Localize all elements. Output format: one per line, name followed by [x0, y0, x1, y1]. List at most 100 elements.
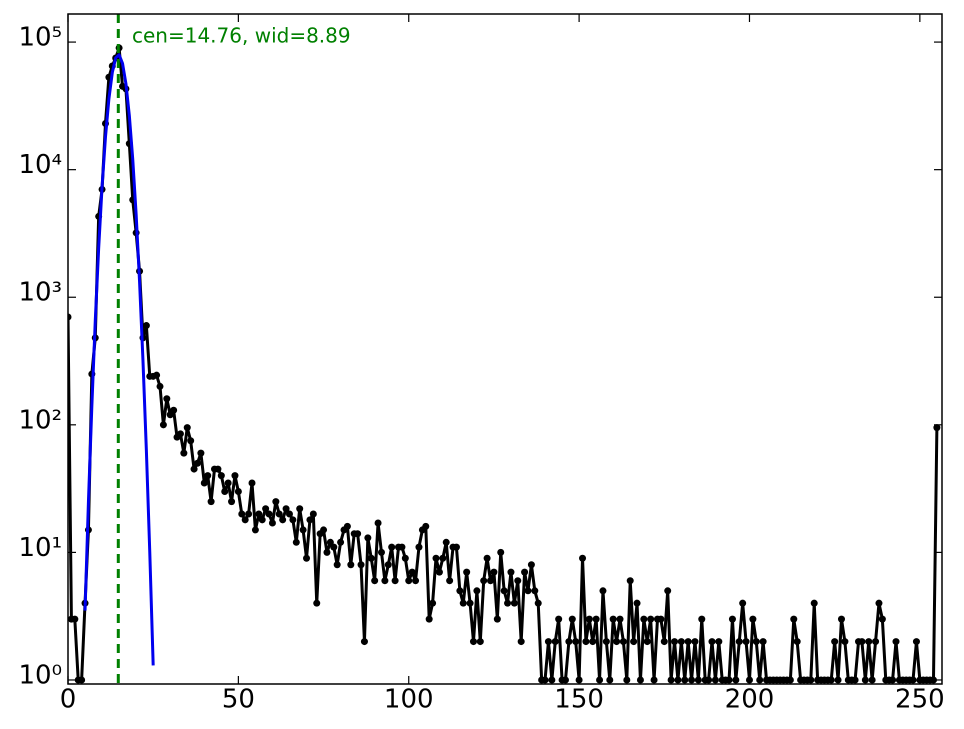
data-point: [613, 638, 621, 646]
data-point: [357, 561, 365, 569]
data-point: [323, 548, 331, 556]
data-point: [725, 676, 733, 684]
data-point: [473, 587, 481, 595]
data-point: [412, 577, 420, 585]
data-point: [889, 676, 897, 684]
data-point: [643, 638, 651, 646]
data-point: [715, 638, 723, 646]
data-point: [401, 554, 409, 562]
data-point: [708, 638, 716, 646]
data-point: [337, 538, 345, 546]
data-point: [752, 638, 760, 646]
data-point: [565, 638, 573, 646]
data-point: [422, 522, 430, 530]
data-point: [193, 459, 201, 467]
data-point: [180, 449, 188, 457]
y-tick-label: 10⁰: [18, 660, 62, 690]
data-point: [878, 615, 886, 623]
data-point: [582, 638, 590, 646]
data-point: [568, 615, 576, 623]
data-point: [861, 676, 869, 684]
data-point: [299, 526, 307, 534]
data-line: [83, 53, 155, 666]
data-point: [309, 510, 317, 518]
data-point: [360, 638, 368, 646]
data-point: [156, 382, 164, 390]
data-point: [541, 676, 549, 684]
data-point: [476, 638, 484, 646]
data-point: [432, 554, 440, 562]
data-point: [439, 554, 447, 562]
data-point: [790, 615, 798, 623]
data-point: [187, 437, 195, 445]
data-point: [170, 406, 178, 414]
data-point: [258, 516, 266, 524]
plot-frame: [67, 13, 943, 685]
data-point: [664, 587, 672, 595]
annotation: cen=14.76, wid=8.89: [132, 24, 351, 48]
data-point: [623, 676, 631, 684]
data-point: [487, 577, 495, 585]
data-point: [551, 638, 559, 646]
data-point: [640, 615, 648, 623]
data-point: [858, 638, 866, 646]
data-point: [831, 638, 839, 646]
data-point: [735, 638, 743, 646]
data-point: [616, 615, 624, 623]
data-point: [585, 615, 593, 623]
data-point: [398, 543, 406, 551]
data-point: [636, 676, 644, 684]
data-point: [810, 599, 818, 607]
data-point: [197, 449, 205, 457]
data-point: [285, 510, 293, 518]
data-point: [238, 510, 246, 518]
data-point: [596, 676, 604, 684]
data-point: [674, 676, 682, 684]
data-point: [377, 548, 385, 556]
data-point: [602, 638, 610, 646]
data-point: [303, 554, 311, 562]
data-point: [841, 638, 849, 646]
data-point: [660, 638, 668, 646]
data-point: [282, 505, 290, 513]
data-point: [933, 424, 941, 432]
data-line: [68, 46, 939, 682]
data-point: [333, 561, 341, 569]
data-point: [231, 472, 239, 480]
data-point: [517, 638, 525, 646]
y-tick-label: 10²: [18, 405, 62, 435]
data-point: [759, 638, 767, 646]
data-point: [912, 638, 920, 646]
y-tick-label: 10³: [18, 278, 62, 308]
data-point: [657, 615, 665, 623]
data-point: [561, 676, 569, 684]
data-point: [371, 577, 379, 585]
data-point: [650, 676, 658, 684]
data-point: [630, 638, 638, 646]
data-point: [200, 479, 208, 487]
data-point: [241, 516, 249, 524]
data-point: [521, 568, 529, 576]
data-point: [367, 554, 375, 562]
data-point: [221, 488, 229, 496]
plot-area: [68, 14, 941, 684]
data-point: [589, 638, 597, 646]
data-point: [268, 519, 276, 527]
data-point: [347, 561, 355, 569]
data-point: [837, 615, 845, 623]
data-point: [446, 577, 454, 585]
data-point: [330, 543, 338, 551]
data-point: [711, 676, 719, 684]
data-point: [592, 615, 600, 623]
data-point: [793, 638, 801, 646]
data-point: [705, 676, 713, 684]
data-point: [490, 568, 498, 576]
data-point: [204, 472, 212, 480]
data-point: [609, 615, 617, 623]
data-point: [606, 676, 614, 684]
data-point: [807, 676, 815, 684]
y-tick-label: 10⁵: [18, 23, 62, 53]
y-tick-label: 10⁴: [18, 150, 62, 180]
data-point: [388, 543, 396, 551]
data-point: [296, 505, 304, 513]
